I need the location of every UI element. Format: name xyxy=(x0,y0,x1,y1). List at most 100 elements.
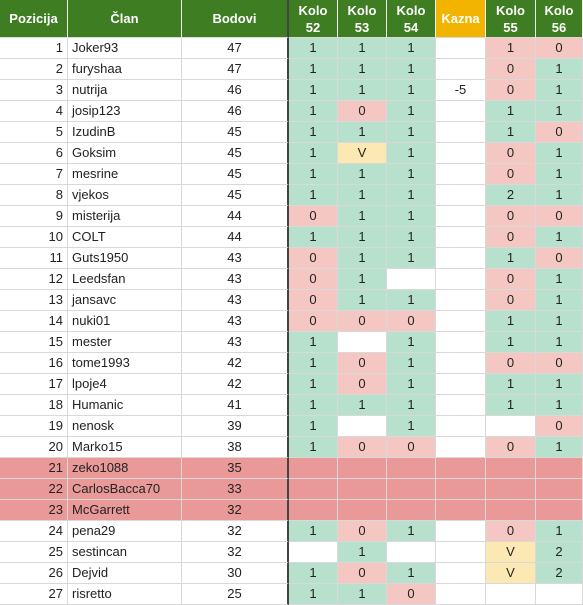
round-cell-k54[interactable]: 1 xyxy=(387,374,436,395)
header-k56[interactable]: Kolo 56 xyxy=(536,0,583,38)
round-cell-kazna[interactable] xyxy=(436,332,486,353)
member-name-cell[interactable]: misterija xyxy=(68,206,182,227)
round-cell-k56[interactable]: 1 xyxy=(536,332,583,353)
round-cell-k54[interactable]: 1 xyxy=(387,164,436,185)
header-k55[interactable]: Kolo 55 xyxy=(486,0,536,38)
points-cell[interactable]: 46 xyxy=(182,80,289,101)
round-cell-kazna[interactable] xyxy=(436,584,486,605)
points-cell[interactable]: 32 xyxy=(182,500,289,521)
round-cell-k53[interactable]: 1 xyxy=(338,164,387,185)
position-cell[interactable]: 22 xyxy=(0,479,68,500)
round-cell-k52[interactable]: 1 xyxy=(289,374,338,395)
header-k54[interactable]: Kolo 54 xyxy=(387,0,436,38)
round-cell-k56[interactable]: 1 xyxy=(536,143,583,164)
header-k53[interactable]: Kolo 53 xyxy=(338,0,387,38)
round-cell-kazna[interactable] xyxy=(436,206,486,227)
round-cell-k55[interactable]: 1 xyxy=(486,38,536,59)
points-cell[interactable]: 42 xyxy=(182,353,289,374)
round-cell-k52[interactable]: 1 xyxy=(289,437,338,458)
round-cell-kazna[interactable] xyxy=(436,374,486,395)
position-cell[interactable]: 13 xyxy=(0,290,68,311)
round-cell-k56[interactable]: 1 xyxy=(536,269,583,290)
member-name-cell[interactable]: nenosk xyxy=(68,416,182,437)
round-cell-kazna[interactable] xyxy=(436,458,486,479)
round-cell-k56[interactable]: 0 xyxy=(536,38,583,59)
round-cell-k55[interactable] xyxy=(486,479,536,500)
position-cell[interactable]: 7 xyxy=(0,164,68,185)
member-name-cell[interactable]: risretto xyxy=(68,584,182,605)
position-cell[interactable]: 5 xyxy=(0,122,68,143)
round-cell-k56[interactable]: 1 xyxy=(536,290,583,311)
points-cell[interactable]: 30 xyxy=(182,563,289,584)
position-cell[interactable]: 14 xyxy=(0,311,68,332)
round-cell-k54[interactable] xyxy=(387,479,436,500)
position-cell[interactable]: 18 xyxy=(0,395,68,416)
round-cell-k55[interactable]: 1 xyxy=(486,332,536,353)
round-cell-kazna[interactable] xyxy=(436,248,486,269)
round-cell-k56[interactable]: 0 xyxy=(536,416,583,437)
points-cell[interactable]: 45 xyxy=(182,164,289,185)
round-cell-k52[interactable]: 0 xyxy=(289,206,338,227)
round-cell-kazna[interactable] xyxy=(436,227,486,248)
round-cell-k55[interactable]: 0 xyxy=(486,353,536,374)
round-cell-kazna[interactable] xyxy=(436,437,486,458)
header-kazna[interactable]: Kazna xyxy=(436,0,486,38)
round-cell-k52[interactable]: 1 xyxy=(289,563,338,584)
round-cell-k54[interactable]: 1 xyxy=(387,290,436,311)
round-cell-k55[interactable]: 0 xyxy=(486,269,536,290)
points-cell[interactable]: 47 xyxy=(182,38,289,59)
round-cell-k56[interactable]: 1 xyxy=(536,395,583,416)
position-cell[interactable]: 24 xyxy=(0,521,68,542)
round-cell-k56[interactable]: 1 xyxy=(536,80,583,101)
points-cell[interactable]: 43 xyxy=(182,332,289,353)
round-cell-k56[interactable]: 1 xyxy=(536,374,583,395)
member-name-cell[interactable]: josip123 xyxy=(68,101,182,122)
points-cell[interactable]: 45 xyxy=(182,122,289,143)
points-cell[interactable]: 35 xyxy=(182,458,289,479)
round-cell-k55[interactable]: 0 xyxy=(486,143,536,164)
round-cell-k54[interactable]: 1 xyxy=(387,416,436,437)
round-cell-kazna[interactable] xyxy=(436,563,486,584)
round-cell-k54[interactable]: 1 xyxy=(387,353,436,374)
round-cell-kazna[interactable] xyxy=(436,101,486,122)
round-cell-kazna[interactable] xyxy=(436,290,486,311)
member-name-cell[interactable]: tome1993 xyxy=(68,353,182,374)
round-cell-k55[interactable]: 1 xyxy=(486,395,536,416)
member-name-cell[interactable]: COLT xyxy=(68,227,182,248)
position-cell[interactable]: 9 xyxy=(0,206,68,227)
round-cell-k55[interactable]: 1 xyxy=(486,311,536,332)
round-cell-kazna[interactable] xyxy=(436,395,486,416)
member-name-cell[interactable]: mester xyxy=(68,332,182,353)
round-cell-k53[interactable]: 0 xyxy=(338,521,387,542)
round-cell-k56[interactable] xyxy=(536,500,583,521)
position-cell[interactable]: 21 xyxy=(0,458,68,479)
round-cell-k53[interactable]: 0 xyxy=(338,311,387,332)
round-cell-k54[interactable]: 1 xyxy=(387,563,436,584)
round-cell-kazna[interactable] xyxy=(436,143,486,164)
points-cell[interactable]: 46 xyxy=(182,101,289,122)
points-cell[interactable]: 42 xyxy=(182,374,289,395)
position-cell[interactable]: 25 xyxy=(0,542,68,563)
round-cell-k53[interactable]: 0 xyxy=(338,437,387,458)
round-cell-k53[interactable]: 1 xyxy=(338,122,387,143)
round-cell-k53[interactable] xyxy=(338,479,387,500)
round-cell-k55[interactable]: 2 xyxy=(486,185,536,206)
position-cell[interactable]: 19 xyxy=(0,416,68,437)
round-cell-k54[interactable]: 1 xyxy=(387,521,436,542)
points-cell[interactable]: 43 xyxy=(182,290,289,311)
round-cell-k54[interactable]: 1 xyxy=(387,101,436,122)
round-cell-k52[interactable]: 1 xyxy=(289,416,338,437)
member-name-cell[interactable]: CarlosBacca70 xyxy=(68,479,182,500)
round-cell-k54[interactable]: 0 xyxy=(387,437,436,458)
member-name-cell[interactable]: pena29 xyxy=(68,521,182,542)
round-cell-kazna[interactable] xyxy=(436,311,486,332)
round-cell-k52[interactable]: 1 xyxy=(289,332,338,353)
position-cell[interactable]: 12 xyxy=(0,269,68,290)
position-cell[interactable]: 6 xyxy=(0,143,68,164)
round-cell-k55[interactable]: 0 xyxy=(486,59,536,80)
round-cell-kazna[interactable] xyxy=(436,269,486,290)
points-cell[interactable]: 25 xyxy=(182,584,289,605)
round-cell-k55[interactable]: 0 xyxy=(486,206,536,227)
points-cell[interactable]: 43 xyxy=(182,269,289,290)
header-k52[interactable]: Kolo 52 xyxy=(289,0,338,38)
